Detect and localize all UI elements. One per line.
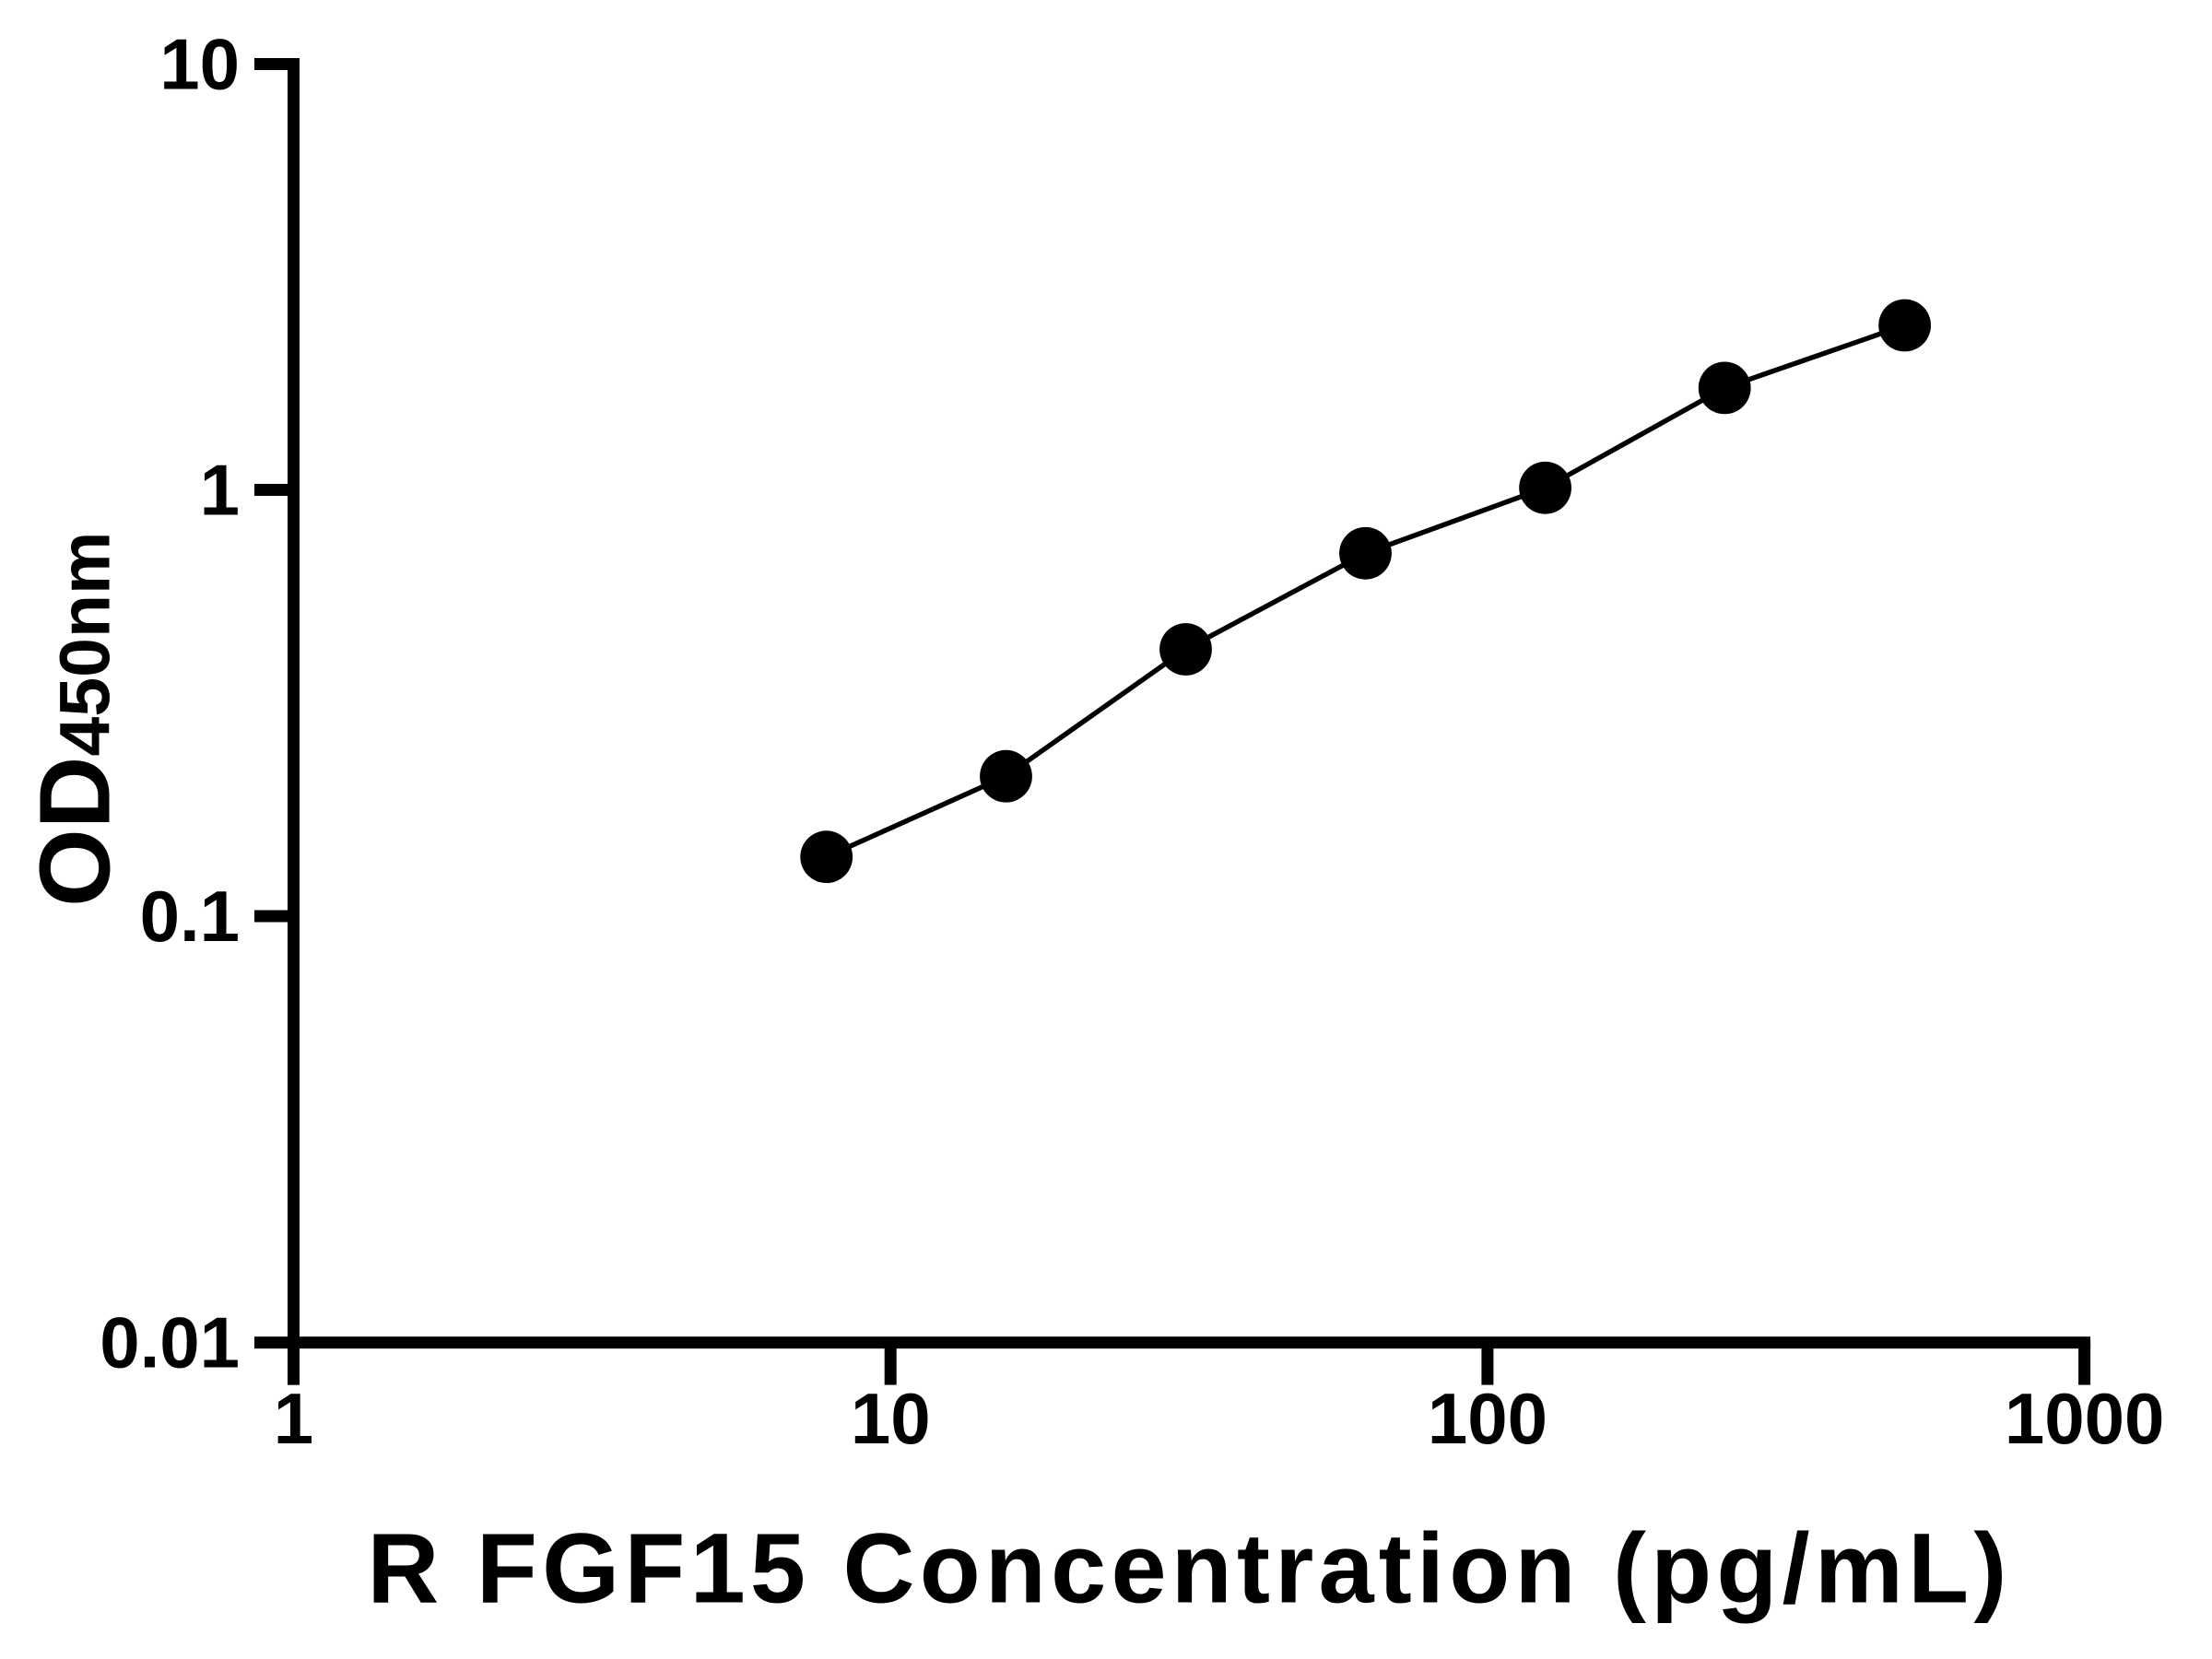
- svg-text:100: 100: [1428, 1378, 1547, 1459]
- svg-text:1000: 1000: [2005, 1378, 2165, 1459]
- svg-text:R FGF15 Concentration (pg/mL): R FGF15 Concentration (pg/mL): [367, 1512, 2011, 1624]
- svg-text:0.1: 0.1: [140, 876, 240, 957]
- svg-text:0.01: 0.01: [100, 1302, 240, 1383]
- svg-text:1: 1: [274, 1378, 313, 1459]
- svg-text:1: 1: [200, 450, 240, 531]
- svg-text:10: 10: [851, 1378, 931, 1459]
- svg-text:10: 10: [159, 24, 240, 105]
